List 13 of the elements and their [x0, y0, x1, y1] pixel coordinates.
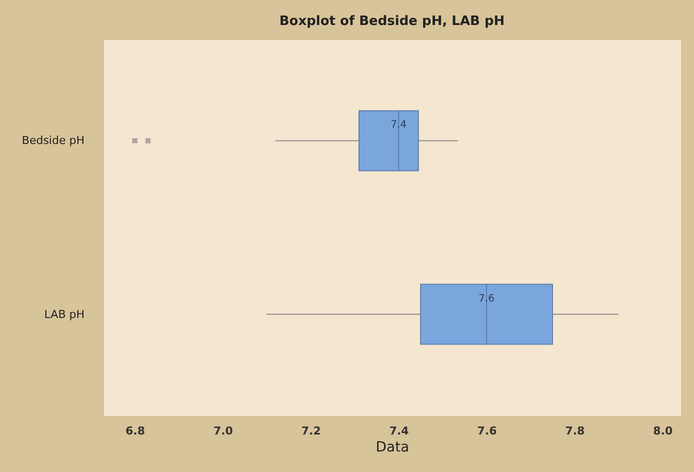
x-tick-label: 6.8	[126, 424, 146, 438]
x-tick-label: 7.2	[301, 424, 321, 438]
x-tick-label: 8.0	[653, 424, 673, 438]
chart-title: Boxplot of Bedside pH, LAB pH	[279, 14, 505, 29]
x-tick-label: 7.0	[213, 424, 234, 438]
y-tick-label: Bedside pH	[22, 134, 84, 148]
annotation: 7.6	[478, 293, 494, 304]
x-tick-label: 7.4	[389, 424, 410, 438]
annotation: 7.4	[390, 120, 407, 131]
x-tick-label: 7.8	[565, 424, 585, 438]
y-tick-label: LAB pH	[44, 308, 84, 321]
x-tick-label: 7.6	[477, 424, 498, 438]
x-axis-title: Data	[376, 440, 410, 456]
